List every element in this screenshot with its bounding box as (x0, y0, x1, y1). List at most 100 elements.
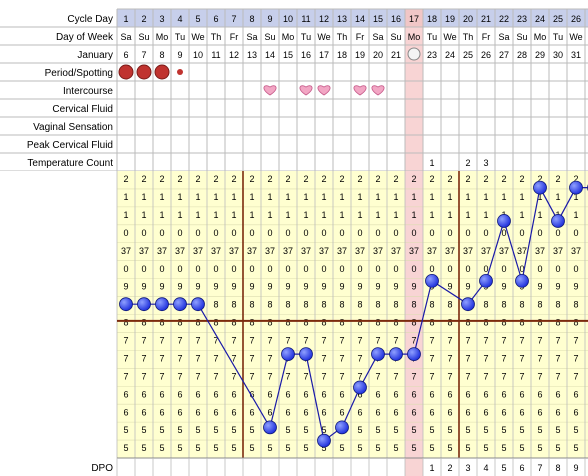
temperature-scale-label: 6 (573, 389, 578, 399)
temperature-scale-label: 7 (555, 353, 560, 363)
period-heavy-icon (154, 64, 170, 80)
temperature-scale-label: 37 (139, 246, 149, 256)
temperature-scale-label: 6 (429, 407, 434, 417)
period-heavy-icon (118, 64, 134, 80)
temperature-scale-label: 37 (283, 246, 293, 256)
temperature-scale-label: 7 (231, 336, 236, 346)
temperature-scale-label: 6 (321, 389, 326, 399)
temperature-scale-label: 0 (159, 228, 164, 238)
temperature-scale-label: 0 (141, 264, 146, 274)
temperature-scale-label: 0 (483, 228, 488, 238)
temperature-scale-label: 0 (483, 264, 488, 274)
temperature-scale-label: 7 (501, 353, 506, 363)
temperature-point (137, 297, 151, 312)
temperature-scale-label: 8 (177, 318, 182, 328)
cycle-day-cell: 21 (481, 14, 491, 24)
temperature-scale-label: 6 (141, 407, 146, 417)
date-cell: 13 (247, 50, 257, 60)
temperature-scale-label: 2 (465, 174, 470, 184)
temperature-scale-label: 0 (375, 264, 380, 274)
temperature-scale-label: 7 (249, 336, 254, 346)
temperature-scale-label: 5 (555, 443, 560, 453)
temperature-point (191, 297, 205, 312)
temperature-scale-label: 8 (357, 318, 362, 328)
temperature-scale-label: 0 (177, 228, 182, 238)
temperature-scale-label: 7 (393, 336, 398, 346)
cycle-day-cell: 25 (553, 14, 563, 24)
temperature-scale-label: 7 (267, 371, 272, 381)
temperature-scale-label: 37 (499, 246, 509, 256)
temperature-scale-label: 0 (321, 264, 326, 274)
temperature-scale-label: 0 (177, 264, 182, 274)
temperature-scale-label: 1 (519, 210, 524, 220)
temperature-scale-label: 8 (357, 300, 362, 310)
temperature-scale-label: 2 (447, 174, 452, 184)
temperature-scale-label: 7 (267, 336, 272, 346)
temperature-scale-label: 7 (357, 371, 362, 381)
temperature-scale-label: 0 (465, 264, 470, 274)
temperature-scale-label: 9 (375, 282, 380, 292)
temperature-scale-label: 6 (141, 389, 146, 399)
temperature-scale-label: 5 (375, 443, 380, 453)
temperature-scale-label: 5 (465, 443, 470, 453)
temperature-scale-label: 7 (357, 336, 362, 346)
temperature-scale-label: 0 (195, 228, 200, 238)
temperature-scale-label: 5 (519, 443, 524, 453)
temperature-scale-label: 7 (375, 336, 380, 346)
dpo-cell: 8 (555, 463, 560, 473)
temperature-scale-label: 9 (447, 282, 452, 292)
temperature-scale-label: 6 (537, 407, 542, 417)
temperature-scale-label: 8 (555, 318, 560, 328)
temperature-scale-label: 7 (483, 336, 488, 346)
temperature-scale-label: 0 (123, 264, 128, 274)
temperature-scale-label: 5 (159, 425, 164, 435)
dpo-cell: 3 (465, 463, 470, 473)
temperature-scale-label: 6 (429, 389, 434, 399)
dpo-cell: 1 (429, 463, 434, 473)
temperature-scale-label: 2 (267, 174, 272, 184)
temperature-scale-label: 7 (213, 371, 218, 381)
date-cell: 21 (391, 50, 401, 60)
temperature-scale-label: 0 (249, 228, 254, 238)
date-cell: 19 (355, 50, 365, 60)
temperature-scale-label: 7 (141, 336, 146, 346)
date-cell: 24 (445, 50, 455, 60)
temperature-scale-label: 2 (537, 174, 542, 184)
temperature-scale-label: 1 (519, 192, 524, 202)
temperature-scale-label: 6 (285, 407, 290, 417)
temperature-scale-label: 8 (195, 318, 200, 328)
day-of-week-cell: We (191, 32, 204, 42)
temperature-scale-label: 7 (573, 371, 578, 381)
day-of-week-cell: Mo (408, 32, 421, 42)
temperature-scale-label: 8 (123, 318, 128, 328)
temperature-scale-label: 8 (393, 300, 398, 310)
temperature-scale-label: 6 (501, 389, 506, 399)
temperature-scale-label: 0 (465, 228, 470, 238)
temperature-scale-label: 7 (447, 371, 452, 381)
temperature-scale-label: 5 (375, 425, 380, 435)
temperature-scale-label: 1 (537, 210, 542, 220)
temperature-scale-label: 6 (375, 389, 380, 399)
temperature-scale-label: 8 (465, 318, 470, 328)
temperature-scale-label: 8 (429, 318, 434, 328)
temperature-scale-label: 1 (177, 192, 182, 202)
temperature-scale-label: 1 (483, 210, 488, 220)
temperature-scale-label: 0 (501, 228, 506, 238)
temperature-scale-label: 9 (177, 282, 182, 292)
chart-top-grid: 1Sa62Su73Mo84Tu95We106Th117Fr128Sa139Su1… (116, 8, 588, 172)
temperature-scale-label: 7 (537, 336, 542, 346)
temperature-scale-label: 7 (213, 336, 218, 346)
temperature-scale-label: 1 (303, 210, 308, 220)
temperature-scale-label: 1 (159, 192, 164, 202)
date-cell: 17 (319, 50, 329, 60)
temperature-scale-label: 5 (465, 425, 470, 435)
temperature-scale-label: 0 (447, 264, 452, 274)
day-of-week-cell: Th (463, 32, 474, 42)
temperature-scale-label: 5 (141, 443, 146, 453)
temperature-scale-label: 1 (429, 192, 434, 202)
temperature-point (299, 347, 313, 362)
temperature-scale-label: 1 (267, 192, 272, 202)
temperature-scale-label: 0 (429, 228, 434, 238)
day-of-week-cell: We (569, 32, 582, 42)
row-label-cycle-day: Cycle Day (67, 14, 113, 25)
